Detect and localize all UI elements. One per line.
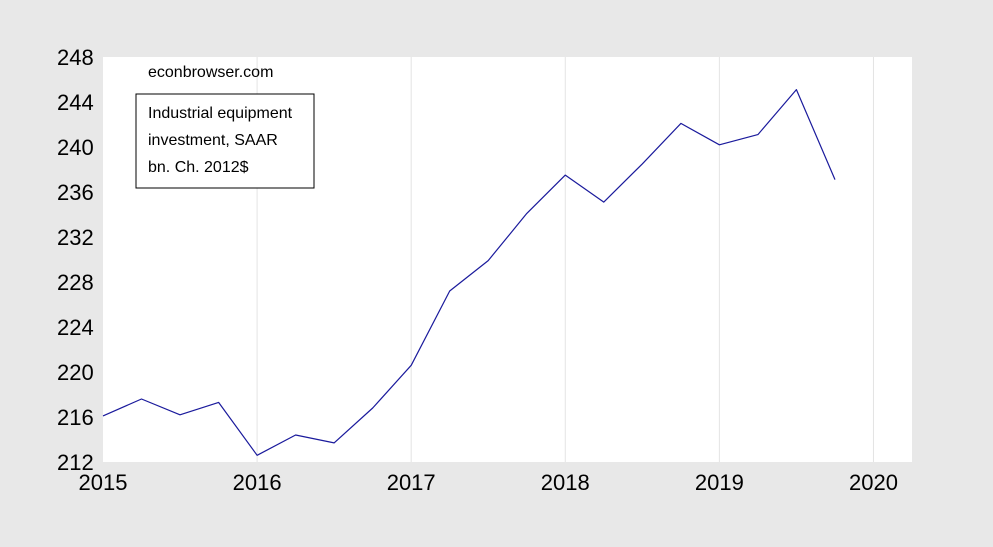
- data-point-2019Q2: [756, 133, 759, 136]
- y-tick-label-228: 228: [57, 270, 94, 295]
- data-point-2019Q4: [833, 178, 836, 181]
- data-point-2017Q2: [448, 290, 451, 293]
- y-tick-label-248: 248: [57, 45, 94, 70]
- data-point-2015Q2: [140, 398, 143, 401]
- y-tick-label-244: 244: [57, 90, 94, 115]
- x-axis: 2015 2016 2017 2018 2019 2020: [79, 470, 898, 495]
- data-point-2019Q1: [718, 143, 721, 146]
- data-point-2015Q4: [217, 401, 220, 404]
- data-point-2019Q3: [795, 88, 798, 91]
- x-tick-label-2018: 2018: [541, 470, 590, 495]
- y-tick-label-212: 212: [57, 450, 94, 475]
- data-point-2016Q4: [371, 407, 374, 410]
- data-point-2017Q4: [525, 212, 528, 215]
- y-tick-label-220: 220: [57, 360, 94, 385]
- data-point-2016Q2: [294, 434, 297, 437]
- y-tick-label-232: 232: [57, 225, 94, 250]
- x-tick-label-2020: 2020: [849, 470, 898, 495]
- y-tick-label-224: 224: [57, 315, 94, 340]
- data-point-2017Q1: [410, 364, 413, 367]
- y-tick-label-236: 236: [57, 180, 94, 205]
- series-line-0: [102, 88, 836, 456]
- data-point-2018Q2: [602, 201, 605, 204]
- data-point-2016Q3: [333, 441, 336, 444]
- data-point-2016Q1: [256, 454, 259, 457]
- x-tick-label-2015: 2015: [79, 470, 128, 495]
- data-point-2018Q1: [564, 174, 567, 177]
- data-point-2017Q3: [487, 259, 490, 262]
- data-point-2018Q4: [679, 122, 682, 125]
- legend-line-3: bn. Ch. 2012$: [148, 159, 249, 176]
- y-tick-label-240: 240: [57, 135, 94, 160]
- x-tick-label-2019: 2019: [695, 470, 744, 495]
- data-point-2015Q3: [179, 413, 182, 416]
- x-tick-label-2016: 2016: [233, 470, 282, 495]
- y-tick-label-216: 216: [57, 405, 94, 430]
- x-tick-label-2017: 2017: [387, 470, 436, 495]
- watermark-text: econbrowser.com: [148, 64, 273, 81]
- data-point-2015Q1: [102, 414, 105, 417]
- series-layer: [102, 88, 836, 457]
- legend-line-1: Industrial equipment: [148, 105, 293, 122]
- legend-frame: [135, 93, 315, 189]
- legend-line-2: investment, SAAR: [148, 132, 278, 149]
- legend-box: Industrial equipment investment, SAAR bn…: [135, 93, 315, 189]
- data-point-2018Q3: [641, 162, 644, 165]
- y-axis: 212 216 220 224 228 232 236 240 244 248: [57, 45, 94, 475]
